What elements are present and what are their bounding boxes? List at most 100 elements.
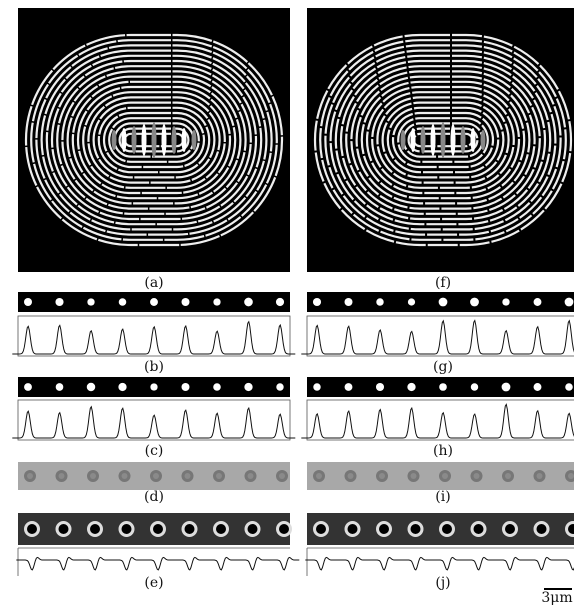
spot	[150, 383, 157, 390]
dark-spot-core	[505, 473, 511, 479]
dark-spot-core	[27, 473, 33, 479]
spot	[470, 298, 479, 307]
spot	[213, 298, 220, 305]
fringe-core	[461, 126, 466, 154]
panel-label: (g)	[433, 359, 453, 375]
spot	[534, 298, 542, 306]
spot	[565, 383, 573, 391]
panel-label: (h)	[433, 443, 453, 459]
dark-spot-core	[59, 473, 65, 479]
hole	[122, 524, 132, 534]
hole	[216, 524, 226, 534]
fringe-core	[182, 128, 187, 152]
fringe-core	[471, 128, 476, 152]
panel-label: (d)	[144, 489, 164, 505]
spot	[150, 298, 158, 306]
spot	[565, 298, 574, 307]
figure: (a)(b)(c)(d)(e)(f)(g)(h)(i)(j)3μm	[0, 0, 574, 607]
panel-label: (f)	[435, 275, 451, 291]
fringe-core	[421, 126, 426, 154]
spot	[24, 298, 32, 306]
dark-spot-core	[153, 473, 159, 479]
fringe-core	[112, 130, 117, 150]
fringe-core	[172, 126, 177, 154]
spot	[276, 298, 284, 306]
scale-bar-label: 3μm	[541, 590, 572, 606]
spot	[87, 383, 95, 391]
dark-spot-core	[411, 473, 417, 479]
dark-spot-core	[568, 473, 574, 479]
spot	[376, 298, 383, 305]
hole	[537, 524, 547, 534]
spot	[276, 383, 283, 390]
spot	[502, 383, 511, 392]
fringe-core	[162, 124, 167, 156]
spot	[56, 383, 64, 391]
hole	[27, 524, 37, 534]
dark-spot-core	[279, 473, 285, 479]
spot	[534, 383, 542, 391]
panel-label: (e)	[144, 575, 163, 591]
fringe-core	[122, 128, 127, 152]
panel-label: (b)	[144, 359, 164, 375]
spot	[244, 383, 252, 391]
hole	[90, 524, 100, 534]
spot	[24, 383, 32, 391]
fringe-core	[431, 124, 436, 156]
panel-label: (a)	[144, 275, 163, 291]
spot	[345, 383, 353, 391]
panel-label: (j)	[435, 575, 450, 591]
fringe-core	[411, 128, 416, 152]
dark-spot-core	[122, 473, 128, 479]
hole	[379, 524, 389, 534]
dark-spot-core	[185, 473, 191, 479]
spot	[502, 298, 509, 305]
fringe-core	[451, 124, 456, 156]
spot	[87, 298, 94, 305]
dark-spot-core	[248, 473, 254, 479]
fringe-core	[142, 124, 147, 156]
spot	[439, 383, 447, 391]
profile-box	[18, 400, 290, 440]
spot	[471, 383, 478, 390]
spot	[313, 298, 321, 306]
dark-spot-core	[216, 473, 222, 479]
spot	[345, 298, 353, 306]
dark-spot-core	[379, 473, 385, 479]
spot	[119, 298, 127, 306]
dark-spot-core	[474, 473, 480, 479]
hole	[279, 524, 289, 534]
spot	[376, 383, 384, 391]
hole	[153, 524, 163, 534]
spot	[407, 383, 415, 391]
hole	[442, 524, 452, 534]
hole	[248, 524, 258, 534]
panel-label: (i)	[435, 489, 450, 505]
hole	[185, 524, 195, 534]
fringe-core	[192, 130, 197, 150]
spot	[408, 298, 415, 305]
spot	[118, 383, 126, 391]
fringe-core	[132, 126, 137, 154]
fringe-core	[441, 122, 446, 158]
fringe-core	[152, 122, 157, 158]
spot	[244, 298, 253, 307]
fringe-core	[481, 130, 486, 150]
spot	[213, 383, 221, 391]
profile-box	[307, 400, 574, 440]
fringe-core	[401, 130, 406, 150]
hole	[411, 524, 421, 534]
dark-spot-core	[90, 473, 96, 479]
hole	[474, 524, 484, 534]
dark-spot-core	[537, 473, 543, 479]
dark-spot-core	[442, 473, 448, 479]
dark-spot-core	[316, 473, 322, 479]
hole	[505, 524, 515, 534]
spot	[313, 383, 320, 390]
spot	[55, 298, 63, 306]
hole	[59, 524, 69, 534]
spot	[181, 298, 189, 306]
dark-spot-core	[348, 473, 354, 479]
spot	[182, 383, 190, 391]
hole	[316, 524, 326, 534]
